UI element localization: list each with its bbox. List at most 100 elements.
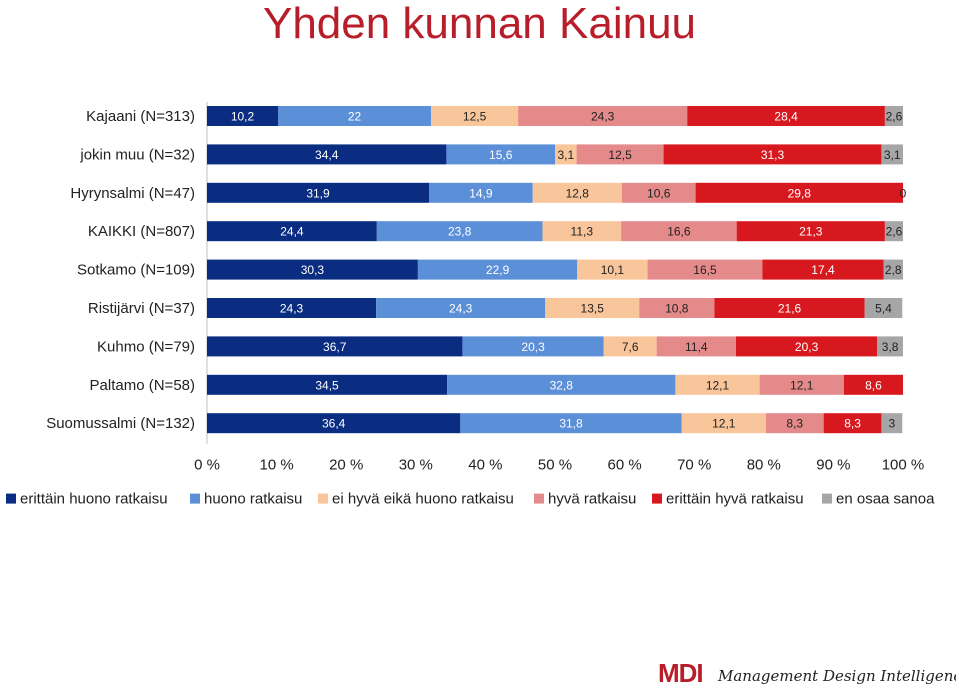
data-label: 21,3 <box>799 225 823 239</box>
logo-mark: MDI <box>658 658 703 688</box>
data-label: 36,7 <box>323 340 347 354</box>
bar-segment <box>417 259 578 280</box>
data-label: 21,6 <box>778 302 802 316</box>
bar-segment <box>207 182 430 203</box>
data-label: 5,4 <box>875 302 892 316</box>
x-tick-label: 10 % <box>259 457 293 474</box>
data-label: 12,8 <box>566 186 590 200</box>
legend-swatch <box>190 493 200 504</box>
bar-segment <box>681 413 766 434</box>
data-label: 3,8 <box>882 340 899 354</box>
bar-segment <box>542 221 622 242</box>
data-label: 15,6 <box>489 148 513 162</box>
data-label: 12,5 <box>463 110 487 124</box>
data-label: 31,9 <box>306 186 330 200</box>
data-label: 2,6 <box>886 225 903 239</box>
legend-swatch <box>822 493 832 504</box>
data-label: 22 <box>348 110 362 124</box>
bar-segment <box>429 182 533 203</box>
bar-segment <box>207 106 278 126</box>
data-label: 11,4 <box>685 340 708 354</box>
bar-segment <box>884 221 903 242</box>
data-label: 10,8 <box>665 302 689 316</box>
category-label: Ristijärvi (N=37) <box>88 300 195 317</box>
data-label: 24,3 <box>280 302 304 316</box>
legend-label: hyvä ratkaisu <box>548 491 636 508</box>
data-label: 20,3 <box>795 340 819 354</box>
data-label: 3,1 <box>884 148 901 162</box>
data-label: 3,1 <box>557 148 574 162</box>
bar-segment <box>603 336 657 357</box>
bar-segment <box>576 144 664 165</box>
x-tick-label: 40 % <box>468 457 502 474</box>
data-label: 11,3 <box>571 225 594 239</box>
data-label: 23,8 <box>448 225 472 239</box>
bar-segment <box>621 182 696 203</box>
data-label: 36,4 <box>322 417 346 431</box>
legend-label: erittäin hyvä ratkaisu <box>666 491 804 508</box>
data-label: 34,5 <box>315 378 339 392</box>
bar-segment <box>884 106 903 126</box>
bar-segment <box>687 106 885 126</box>
data-label: 10,6 <box>647 186 671 200</box>
bar-segment <box>883 259 903 280</box>
bar-segment <box>881 144 903 165</box>
bar-segment <box>207 413 461 434</box>
bar-segment <box>656 336 736 357</box>
legend-label: en osaa sanoa <box>836 491 935 508</box>
data-label: 28,4 <box>774 110 798 124</box>
bar-segment <box>639 298 715 318</box>
data-label: 12,5 <box>608 148 632 162</box>
bar-segment <box>735 336 878 357</box>
data-label: 30,3 <box>301 263 325 277</box>
bar-segment <box>695 182 903 203</box>
x-tick-label: 50 % <box>538 457 572 474</box>
legend-label: huono ratkaisu <box>204 491 302 508</box>
page-title: Yhden kunnan Kainuu <box>262 0 697 48</box>
data-label: 12,1 <box>712 417 736 431</box>
data-label: 2,6 <box>886 110 903 124</box>
data-label: 24,4 <box>280 225 304 239</box>
x-tick-label: 100 % <box>882 457 925 474</box>
bar-segment <box>823 413 882 434</box>
category-label: KAIKKI (N=807) <box>88 223 195 240</box>
data-label: 13,5 <box>581 302 605 316</box>
bar-segment <box>736 221 885 242</box>
x-tick-label: 0 % <box>194 457 220 474</box>
data-label: 16,6 <box>667 225 691 239</box>
legend-swatch <box>318 493 328 504</box>
bar-segment <box>460 413 682 434</box>
bar-segment <box>431 106 519 126</box>
bar-segment <box>877 336 903 357</box>
bar-segment <box>663 144 882 165</box>
legend-swatch <box>652 493 662 504</box>
category-label: Kajaani (N=313) <box>86 108 195 125</box>
bar-segment <box>843 374 903 395</box>
bar-segment <box>207 221 377 242</box>
bar-segment <box>577 259 648 280</box>
x-tick-label: 70 % <box>677 457 711 474</box>
data-label: 34,4 <box>315 148 339 162</box>
category-label: Hyrynsalmi (N=47) <box>70 185 195 202</box>
data-label: 8,3 <box>844 417 861 431</box>
bar-segment <box>864 298 903 318</box>
category-label: Sotkamo (N=109) <box>77 262 195 279</box>
bar-segment <box>447 374 676 395</box>
data-label: 31,3 <box>761 148 785 162</box>
legend-label: ei hyvä eikä huono ratkaisu <box>332 491 514 508</box>
data-label: 8,3 <box>786 417 803 431</box>
bar-segment <box>759 374 844 395</box>
data-label: 10,2 <box>231 110 255 124</box>
legend-swatch <box>534 493 544 504</box>
data-label: 32,8 <box>550 378 574 392</box>
bar-segment <box>881 413 903 434</box>
data-label: 7,6 <box>622 340 639 354</box>
data-label: 3 <box>889 417 896 431</box>
bar-segment <box>207 259 418 280</box>
bar-segment <box>545 298 640 318</box>
x-tick-label: 30 % <box>399 457 433 474</box>
x-tick-label: 80 % <box>747 457 781 474</box>
bar-segment <box>376 221 543 242</box>
legend-label: erittäin huono ratkaisu <box>20 491 168 508</box>
data-label: 31,8 <box>559 417 583 431</box>
